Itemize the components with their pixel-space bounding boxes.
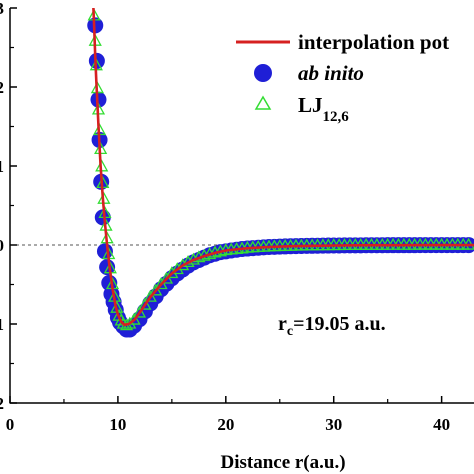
x-axis-title: Distance r(a.u.) xyxy=(220,452,345,473)
rc-annotation-main: r xyxy=(278,313,287,335)
y-tick-label: 1 xyxy=(0,315,4,334)
rc-annotation: rc=19.05 a.u. xyxy=(278,313,386,339)
x-tick-label: 0 xyxy=(6,415,15,434)
series-layer xyxy=(87,8,474,338)
legend-abinito-swatch xyxy=(254,64,272,82)
interpolation-curve xyxy=(92,8,474,327)
y-tick-label: 2 xyxy=(0,78,4,97)
y-tick-label: 2 xyxy=(0,394,4,413)
axes-layer: 010203040321012 xyxy=(0,0,474,434)
legend-lj-subscript: 12,6 xyxy=(323,109,350,125)
y-tick-label: 0 xyxy=(0,236,4,255)
lj-point xyxy=(127,312,141,325)
lj-point xyxy=(138,297,152,310)
x-tick-label: 40 xyxy=(433,415,450,434)
legend-lj-main: LJ xyxy=(298,93,323,117)
lj-point xyxy=(116,316,130,329)
x-tick-label: 20 xyxy=(217,415,234,434)
lj-point xyxy=(149,283,163,296)
lj-point xyxy=(143,289,157,302)
legend-interpolation-label: interpolation pot xyxy=(298,30,449,54)
x-tick-label: 30 xyxy=(325,415,342,434)
legend-lj-label: LJ12,6 xyxy=(298,93,349,125)
lj-point xyxy=(132,305,147,318)
legend: interpolation pot ab inito LJ12,6 xyxy=(236,30,449,125)
legend-lj-swatch xyxy=(254,95,272,110)
rc-annotation-value: =19.05 a.u. xyxy=(293,313,386,335)
legend-abinito-label: ab inito xyxy=(298,61,364,85)
y-tick-label: 3 xyxy=(0,0,4,18)
y-tick-label: 1 xyxy=(0,157,4,176)
x-tick-label: 10 xyxy=(109,415,126,434)
rc-annotation-subscript: c xyxy=(287,324,293,339)
